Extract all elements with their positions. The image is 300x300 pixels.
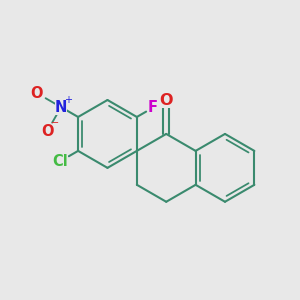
Text: O: O [41,124,53,139]
Text: −: − [51,118,59,128]
Text: F: F [148,100,158,115]
Text: +: + [64,95,72,105]
Text: O: O [160,92,173,107]
Text: O: O [31,86,43,101]
Text: N: N [55,100,67,115]
Text: Cl: Cl [52,154,68,169]
